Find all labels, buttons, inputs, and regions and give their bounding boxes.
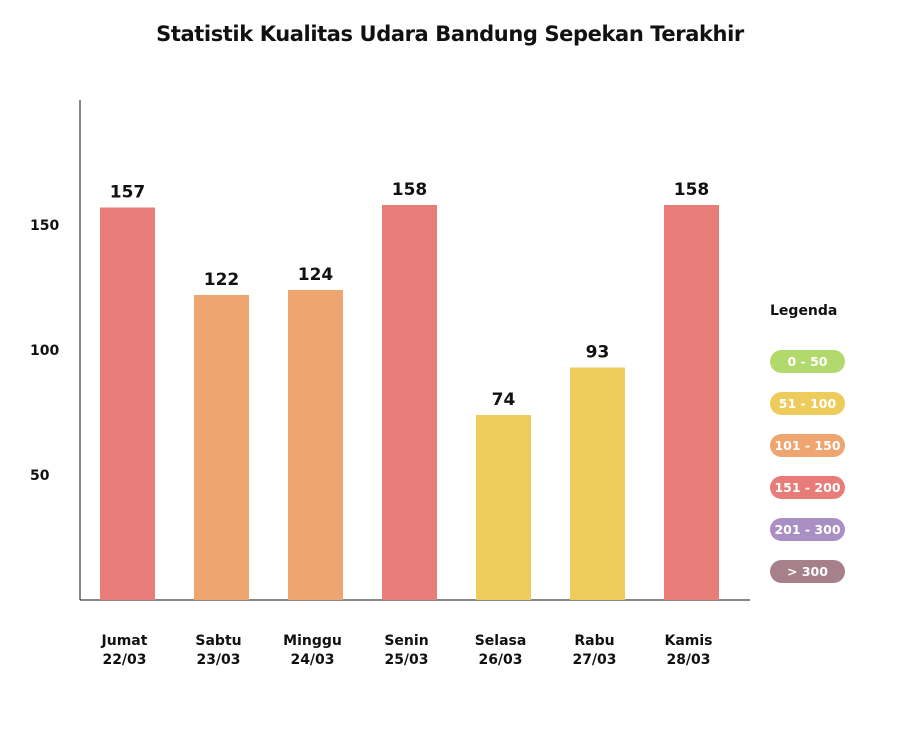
chart-title: Statistik Kualitas Udara Bandung Sepekan…	[156, 22, 744, 46]
legend-item: 51 - 100	[770, 392, 845, 415]
value-labels: 157 122 124 158 74 93 158	[110, 180, 710, 410]
legend-swatch	[770, 560, 845, 583]
bar-value-label: 124	[298, 265, 334, 285]
x-tick-label: Sabtu 23/03	[195, 633, 241, 668]
x-tick-label: Minggu 24/03	[283, 633, 342, 668]
x-tick-labels: Jumat 22/03 Sabtu 23/03 Minggu 24/03 Senin 25/0…	[101, 633, 713, 668]
bar-value-label: 74	[492, 390, 516, 410]
legend-label: 201 - 300	[774, 522, 840, 537]
x-tick-day: Selasa	[475, 633, 527, 649]
bar	[570, 367, 625, 600]
y-tick-labels: 50 100 150	[30, 218, 59, 484]
legend: Legenda 0 - 50 51 - 100 101 - 150 151 - 200 2…	[770, 303, 845, 583]
legend-item: 0 - 50	[770, 350, 845, 373]
legend-item: 201 - 300	[770, 518, 845, 541]
legend-label: 101 - 150	[774, 438, 840, 453]
y-tick-label: 100	[30, 343, 59, 359]
bar-value-label: 158	[674, 180, 710, 200]
legend-label: 151 - 200	[774, 480, 840, 495]
legend-label: > 300	[787, 564, 828, 579]
x-tick-date: 24/03	[290, 652, 334, 668]
legend-swatch	[770, 476, 845, 499]
x-tick-label: Jumat 22/03	[101, 633, 148, 668]
bar-value-label: 93	[586, 343, 610, 363]
x-tick-date: 26/03	[478, 652, 522, 668]
x-tick-day: Jumat	[101, 633, 148, 649]
bar	[100, 207, 155, 600]
bar	[476, 415, 531, 600]
bar	[664, 205, 719, 600]
x-tick-label: Kamis 28/03	[664, 633, 712, 668]
bars	[100, 205, 719, 600]
x-tick-day: Minggu	[283, 633, 342, 649]
bar	[288, 290, 343, 600]
legend-swatch	[770, 392, 845, 415]
bar-value-label: 157	[110, 183, 146, 203]
x-tick-label: Rabu 27/03	[572, 633, 616, 668]
x-tick-label: Selasa 26/03	[475, 633, 527, 668]
x-tick-label: Senin 25/03	[384, 633, 428, 668]
legend-item: 101 - 150	[770, 434, 845, 457]
x-tick-date: 23/03	[196, 652, 240, 668]
bar	[194, 295, 249, 600]
bar	[382, 205, 437, 600]
legend-swatch	[770, 434, 845, 457]
x-tick-date: 28/03	[666, 652, 710, 668]
x-tick-date: 27/03	[572, 652, 616, 668]
bar-value-label: 122	[204, 270, 240, 290]
y-tick-label: 150	[30, 218, 59, 234]
x-tick-day: Senin	[384, 633, 428, 649]
legend-label: 51 - 100	[779, 396, 837, 411]
x-tick-day: Sabtu	[195, 633, 241, 649]
x-tick-date: 22/03	[102, 652, 146, 668]
x-tick-day: Kamis	[664, 633, 712, 649]
legend-swatch	[770, 350, 845, 373]
legend-label: 0 - 50	[788, 354, 828, 369]
x-tick-date: 25/03	[384, 652, 428, 668]
y-tick-label: 50	[30, 468, 50, 484]
legend-swatch	[770, 518, 845, 541]
bar-value-label: 158	[392, 180, 428, 200]
legend-title: Legenda	[770, 303, 837, 319]
legend-item: > 300	[770, 560, 845, 583]
legend-item: 151 - 200	[770, 476, 845, 499]
x-tick-day: Rabu	[574, 633, 614, 649]
